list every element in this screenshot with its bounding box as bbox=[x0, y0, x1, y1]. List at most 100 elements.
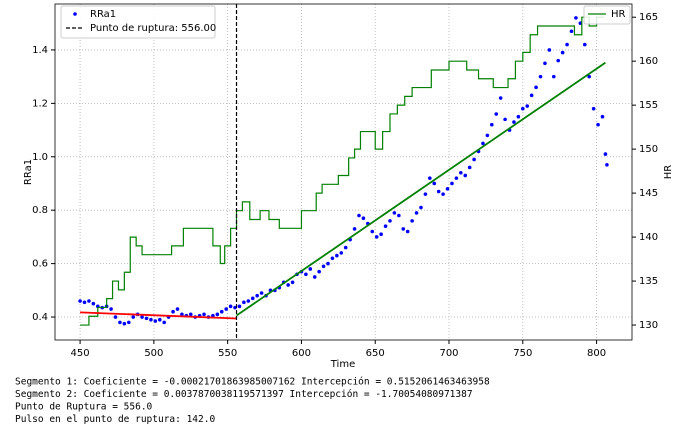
point bbox=[603, 152, 608, 156]
point bbox=[547, 48, 552, 52]
x-tick-label: 650 bbox=[366, 348, 385, 359]
fit-line bbox=[80, 311, 237, 320]
point bbox=[180, 312, 184, 317]
point bbox=[569, 29, 574, 34]
point bbox=[450, 181, 454, 186]
point bbox=[574, 16, 578, 20]
point bbox=[78, 299, 82, 303]
point bbox=[529, 93, 534, 98]
point bbox=[459, 171, 463, 175]
legend-box bbox=[583, 5, 631, 25]
point bbox=[498, 96, 503, 100]
y2-tick-label: 130 bbox=[639, 320, 658, 331]
point bbox=[432, 181, 437, 186]
point bbox=[587, 74, 592, 79]
point bbox=[237, 304, 242, 309]
point bbox=[140, 315, 144, 319]
point bbox=[582, 42, 587, 47]
point bbox=[596, 122, 600, 127]
point bbox=[335, 253, 339, 258]
y2-tick-label: 150 bbox=[639, 144, 658, 155]
point bbox=[131, 315, 136, 319]
point bbox=[215, 312, 220, 317]
legend-box bbox=[60, 5, 216, 39]
point bbox=[361, 216, 366, 221]
point bbox=[401, 227, 406, 231]
point bbox=[423, 192, 428, 196]
point bbox=[383, 224, 388, 229]
point bbox=[219, 309, 224, 314]
legend-label: HR bbox=[611, 9, 626, 20]
point bbox=[153, 319, 158, 323]
point bbox=[538, 74, 543, 79]
point bbox=[379, 232, 383, 237]
point bbox=[202, 312, 206, 317]
point bbox=[525, 104, 530, 108]
point bbox=[290, 280, 295, 285]
point bbox=[339, 251, 344, 255]
point bbox=[259, 291, 264, 295]
point bbox=[397, 213, 401, 218]
x-tick-label: 750 bbox=[513, 348, 532, 359]
point bbox=[246, 299, 251, 303]
point bbox=[534, 85, 538, 90]
note: Punto de Ruptura = 556.0 bbox=[15, 402, 153, 413]
point bbox=[516, 114, 521, 119]
point bbox=[118, 320, 122, 325]
point bbox=[91, 301, 96, 306]
hr-line bbox=[80, 16, 604, 326]
point bbox=[317, 269, 321, 274]
x-tick-label: 500 bbox=[144, 348, 163, 359]
point bbox=[370, 229, 375, 234]
x-tick-label: 700 bbox=[439, 348, 458, 359]
legend-label: Punto de ruptura: 556.00 bbox=[90, 23, 216, 34]
point bbox=[428, 176, 432, 180]
point bbox=[113, 315, 118, 319]
point bbox=[512, 120, 516, 124]
point bbox=[414, 211, 419, 215]
fit-line bbox=[236, 61, 606, 317]
point bbox=[157, 317, 162, 322]
point bbox=[304, 272, 308, 277]
point bbox=[255, 293, 259, 298]
point bbox=[388, 219, 392, 223]
point bbox=[445, 187, 450, 191]
point bbox=[392, 211, 397, 215]
point bbox=[556, 58, 561, 63]
point bbox=[565, 42, 569, 47]
point bbox=[352, 227, 357, 231]
y2-tick-label: 140 bbox=[639, 232, 658, 243]
point bbox=[560, 50, 565, 55]
point bbox=[463, 173, 468, 178]
x-tick-label: 550 bbox=[218, 348, 237, 359]
point bbox=[175, 307, 180, 311]
point bbox=[472, 157, 476, 162]
point bbox=[441, 192, 445, 196]
x-tick-label: 800 bbox=[587, 348, 606, 359]
point bbox=[410, 219, 414, 223]
point bbox=[122, 321, 127, 326]
legend-label: RRa1 bbox=[90, 9, 116, 20]
point bbox=[600, 114, 605, 119]
point bbox=[109, 307, 113, 311]
point bbox=[454, 176, 459, 180]
point bbox=[211, 313, 215, 318]
note: Segmento 1: Coeficiente = -0.00021701863… bbox=[15, 377, 490, 388]
y2-tick-label: 155 bbox=[639, 100, 658, 111]
point bbox=[162, 320, 167, 325]
x-axis-label: Time bbox=[330, 359, 355, 370]
y2-tick-label: 160 bbox=[639, 56, 658, 67]
point bbox=[481, 141, 485, 146]
y-tick-label: 1.0 bbox=[32, 152, 48, 163]
point bbox=[436, 189, 441, 194]
y2-tick-label: 145 bbox=[639, 188, 658, 199]
note: Pulso en el punto de ruptura: 142.0 bbox=[15, 414, 215, 425]
y-axis-label: RRa1 bbox=[23, 159, 34, 185]
point bbox=[503, 117, 507, 122]
point bbox=[321, 264, 326, 269]
y2-axis-label: HR bbox=[663, 165, 674, 180]
point bbox=[605, 162, 609, 167]
point bbox=[591, 106, 596, 111]
